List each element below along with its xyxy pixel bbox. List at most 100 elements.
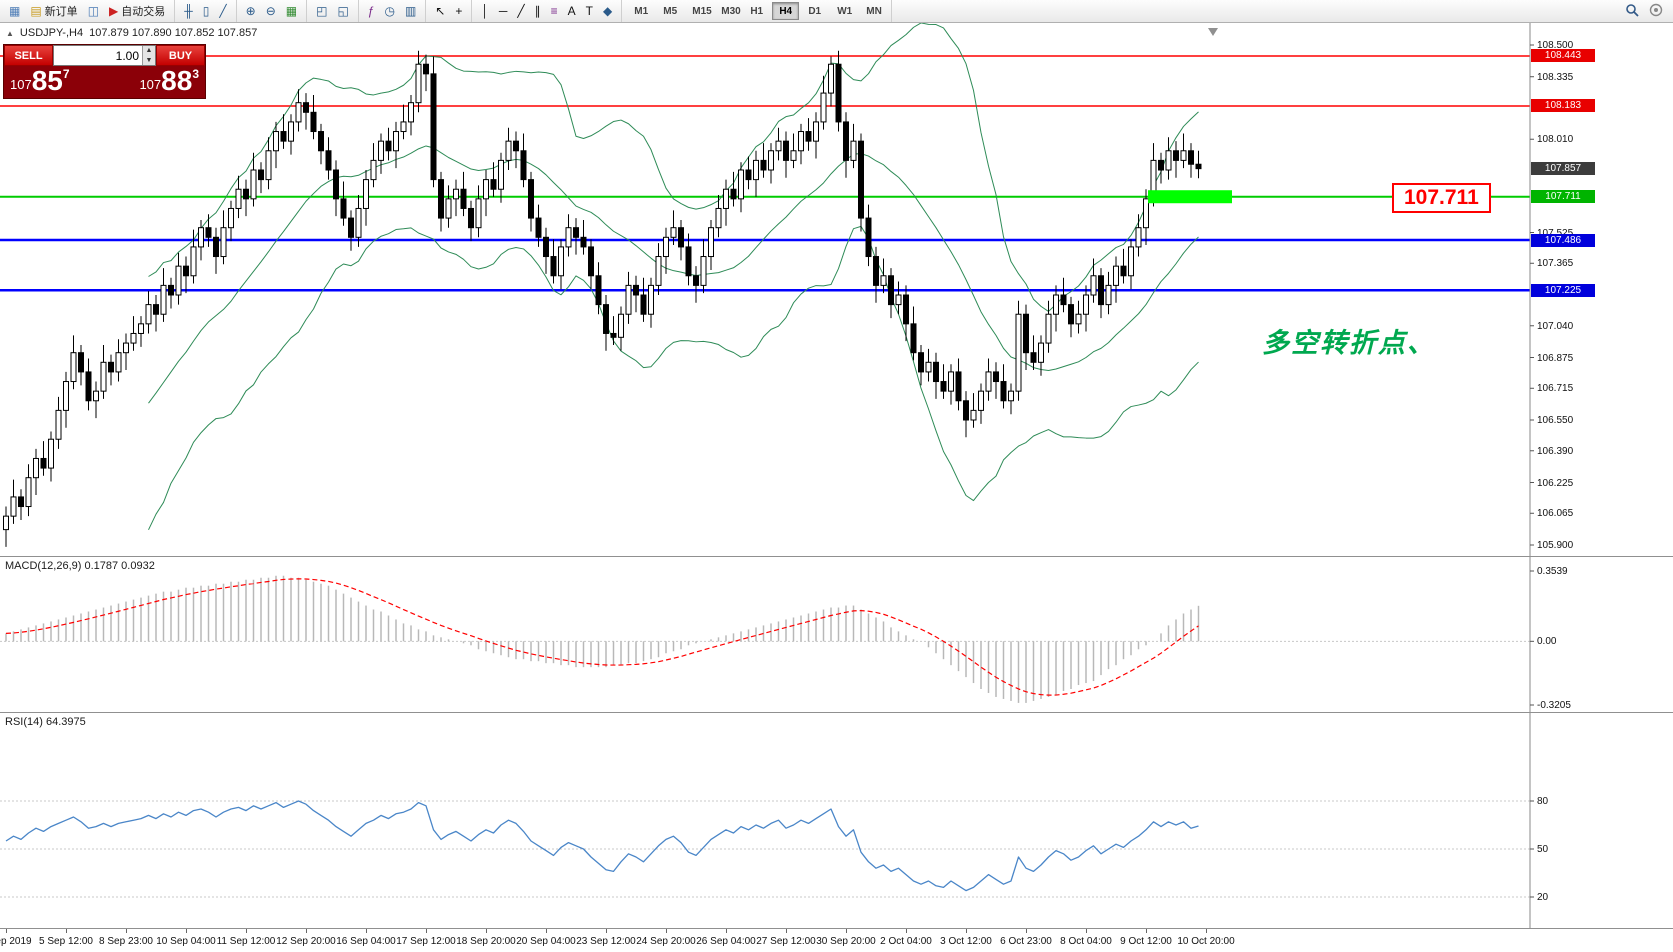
bollinger-bands: [148, 23, 1199, 531]
auto-trading-label: 自动交易: [121, 6, 166, 18]
price-axis-label: 106.390: [1537, 445, 1574, 457]
label-tool-button[interactable]: T: [581, 2, 598, 21]
vertical-line-tool-icon: │: [481, 4, 489, 18]
time-tick: [966, 929, 967, 933]
tile-windows-icon: ◰: [316, 4, 328, 18]
community-button[interactable]: [1647, 2, 1665, 20]
sell-price: 107 85 7: [10, 67, 70, 95]
crosshair-icon: +: [455, 4, 463, 18]
timeframe-m5-button[interactable]: M5: [656, 2, 683, 20]
axis-price-tag: 108.443: [1531, 49, 1595, 63]
zoom-out-button[interactable]: ⊖: [261, 2, 281, 21]
sell-button[interactable]: SELL: [4, 45, 53, 66]
fibonacci-tool-icon: ≡: [550, 4, 558, 18]
timeframe-d1-button[interactable]: D1: [801, 2, 828, 20]
profiles-button[interactable]: ◫: [83, 2, 104, 21]
zoom-in-button[interactable]: ⊕: [241, 2, 261, 21]
search-button[interactable]: [1623, 2, 1641, 20]
axis-price-tag: 108.183: [1531, 99, 1595, 113]
volume-up-icon[interactable]: ▲: [142, 46, 155, 56]
time-axis-label: 20 Sep 04:00: [516, 936, 576, 947]
horizontal-lines[interactable]: [0, 55, 1530, 292]
crosshair-button[interactable]: +: [450, 2, 467, 21]
time-tick: [486, 929, 487, 933]
candlestick-chart-type-icon: ▯: [202, 4, 210, 18]
timeframe-toolbar: M1 M5 M15 M30 H1 H4 D1 W1 MN: [622, 0, 893, 22]
time-axis-label: 11 Sep 12:00: [216, 936, 276, 947]
axis-price-tag: 107.486: [1531, 233, 1595, 247]
line-chart-type-icon: ╱: [219, 4, 227, 18]
time-tick: [786, 929, 787, 933]
text-tool-icon: A: [567, 4, 576, 18]
timeframe-m15-button[interactable]: M15: [685, 2, 712, 20]
timeframe-mn-button[interactable]: MN: [859, 2, 886, 20]
horizontal-line-tool-button[interactable]: ─: [494, 2, 513, 21]
candlestick-chart-type-button[interactable]: ▯: [198, 2, 215, 21]
time-tick: [546, 929, 547, 933]
horizontal-line-tool-icon: ─: [498, 4, 508, 18]
time-axis-label: 16 Sep 04:00: [336, 936, 396, 947]
chart-text-annotation[interactable]: 多空转折点、: [1262, 328, 1436, 358]
toolbar-group-zoom: ⊕ ⊖ ▦: [237, 0, 308, 22]
toolbar: ▦ ▤ 新订单 ◫ ▶ 自动交易 ╫ ▯ ╱ ⊕ ⊖ ▦ ◰ ◱ ƒ ◷ ▥ ↖ + │ ─ ╱ ∥ ≡ A T ◆ M1 M5 M15…: [0, 0, 1673, 23]
new-chart-button[interactable]: ▦: [4, 2, 25, 21]
chart-shift-marker[interactable]: [1208, 28, 1218, 36]
rsi-canvas[interactable]: [0, 713, 1673, 929]
price-chart-pane[interactable]: ▲ USDJPY-,H4 107.879 107.890 107.852 107…: [0, 23, 1673, 556]
templates-button[interactable]: ▥: [400, 2, 421, 21]
timeframe-m1-button[interactable]: M1: [627, 2, 654, 20]
text-tool-button[interactable]: A: [563, 2, 581, 21]
price-chart-canvas[interactable]: [0, 23, 1673, 556]
timeframe-h1-button[interactable]: H1: [743, 2, 770, 20]
timeframe-h4-button[interactable]: H4: [772, 2, 800, 20]
cascade-windows-button[interactable]: ◱: [332, 2, 353, 21]
time-tick: [1206, 929, 1207, 933]
line-chart-type-button[interactable]: ╱: [214, 2, 231, 21]
bar-chart-type-button[interactable]: ╫: [179, 2, 198, 21]
community-icon: [1649, 3, 1663, 20]
shapes-tool-button[interactable]: ◆: [598, 2, 617, 21]
timeframe-w1-button[interactable]: W1: [830, 2, 857, 20]
time-axis-label: 9 Oct 12:00: [1120, 936, 1172, 947]
axis-price-tag: 107.225: [1531, 283, 1595, 297]
rsi-indicator-pane[interactable]: RSI(14) 64.3975 80 50 20: [0, 712, 1673, 929]
toolbar-right-icons: [1623, 2, 1673, 20]
time-tick: [666, 929, 667, 933]
volume-value[interactable]: 1.00: [115, 48, 139, 63]
channel-tool-button[interactable]: ∥: [530, 2, 546, 21]
tile-windows-button[interactable]: ◰: [311, 2, 332, 21]
macd-histogram: [5, 575, 1200, 703]
grid-button[interactable]: ▦: [281, 2, 302, 21]
oneclick-collapse-icon[interactable]: ▲: [6, 28, 14, 38]
cursor-arrow-button[interactable]: ↖: [430, 2, 450, 21]
volume-down-icon[interactable]: ▼: [142, 55, 155, 65]
macd-indicator-pane[interactable]: MACD(12,26,9) 0.1787 0.0932 0.3539 0.00 -0…: [0, 556, 1673, 713]
trendline-tool-button[interactable]: ╱: [512, 2, 529, 21]
timeframe-m30-button[interactable]: M30: [714, 2, 741, 20]
macd-signal-line: [5, 578, 1199, 696]
new-order-button[interactable]: ▤ 新订单: [25, 2, 82, 21]
indicators-button[interactable]: ƒ: [363, 2, 380, 21]
cursor-arrow-icon: ↖: [435, 4, 446, 18]
templates-icon: ▥: [404, 4, 417, 18]
price-axis-label: 107.365: [1537, 258, 1574, 270]
price-axis-label: 107.040: [1537, 320, 1574, 332]
chart-ohlc-values: 107.879 107.890 107.852 107.857: [89, 27, 258, 39]
macd-canvas[interactable]: [0, 557, 1673, 713]
price-level-label[interactable]: 107.711: [1392, 183, 1491, 213]
periods-button[interactable]: ◷: [379, 2, 399, 21]
macd-axis-label: 0.00: [1537, 636, 1557, 648]
vertical-line-tool-button[interactable]: │: [476, 2, 494, 21]
volume-stepper[interactable]: 1.00 ▲ ▼: [53, 45, 156, 66]
time-axis-label: 17 Sep 12:00: [396, 936, 456, 947]
time-tick: [846, 929, 847, 933]
time-axis-label: 8 Sep 23:00: [99, 936, 153, 947]
auto-trading-button[interactable]: ▶ 自动交易: [104, 2, 170, 21]
buy-button[interactable]: BUY: [156, 45, 205, 66]
fibonacci-tool-button[interactable]: ≡: [546, 2, 563, 21]
highlight-rectangle[interactable]: [1148, 190, 1232, 204]
time-axis-label: 8 Oct 04:00: [1060, 936, 1112, 947]
sell-price-pip: 7: [62, 67, 70, 81]
time-tick: [246, 929, 247, 933]
